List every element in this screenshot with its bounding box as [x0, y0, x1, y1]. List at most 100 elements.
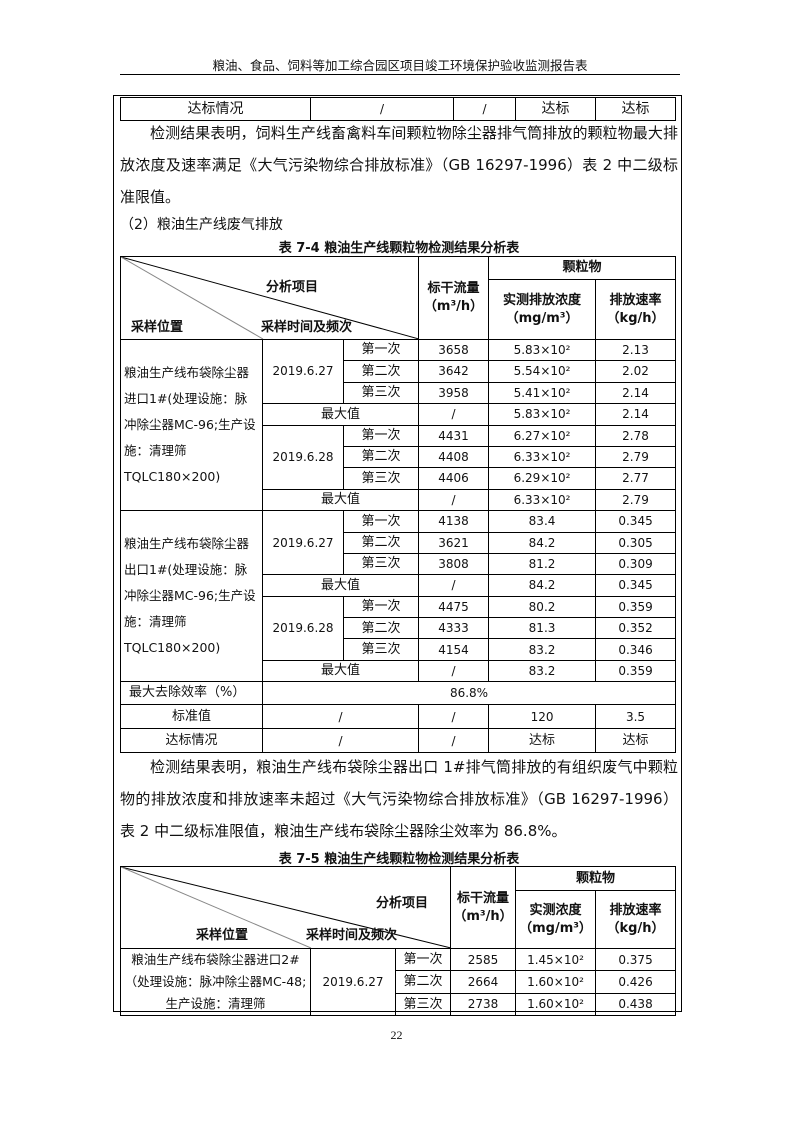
cell: 0.346 [595, 638, 677, 661]
table-row: 最大值/84.2 0.345 [121, 574, 677, 597]
cell: 5.83×10² [488, 403, 597, 426]
header-cell: 实测浓度 （mg/m³） [515, 890, 597, 949]
header-text: （m³/h） [453, 908, 513, 924]
header-cell: 颗粒物 [488, 255, 677, 281]
sampling-date: 2019.6.28 [262, 424, 344, 490]
sampling-date: 2019.6.27 [262, 338, 344, 405]
cell: 4475 [418, 595, 490, 619]
cell: / [261, 704, 420, 730]
cell: 0.426 [595, 970, 677, 994]
max-label: 最大值 [261, 659, 420, 683]
cell: 2738 [450, 992, 517, 1017]
cell: 6.33×10² [488, 445, 597, 469]
previous-table-tail: 达标情况 / / 达标 达标 [120, 97, 676, 121]
table-row: 粮油生产线布袋除尘器进口2#（处理设施：脉冲除尘器MC-48;生产设施：清理筛 2… [120, 947, 677, 1016]
header-text: 排放速率 [609, 903, 662, 919]
cell: 3958 [418, 381, 490, 405]
cell: 4154 [418, 638, 490, 661]
cell: / [418, 488, 490, 512]
cell: 第二次 [342, 445, 420, 469]
cell: / [310, 97, 454, 121]
header-text: 分析项目 [266, 280, 319, 295]
header-text: （kg/h） [606, 920, 665, 936]
cell: 3658 [418, 338, 490, 362]
table-row: 实测排放浓度 （mg/m³） 排放速率 （kg/h） [121, 279, 677, 340]
header-text: 采样位置 [131, 320, 184, 335]
max-label: 最大值 [261, 488, 420, 512]
cell: 2.02 [595, 360, 677, 383]
sampling-location: 粮油生产线布袋除尘器进口2#（处理设施：脉冲除尘器MC-48;生产设施：清理筛 [120, 948, 311, 1016]
table-row: 最大值/5.83×10² 2.14 [121, 403, 677, 426]
cell: / [418, 659, 490, 683]
cell: 2664 [450, 970, 517, 994]
cell: 2.79 [595, 488, 677, 512]
cell: 5.41×10² [488, 381, 597, 405]
header-cell: 实测排放浓度 （mg/m³） [488, 279, 597, 340]
cell: 5.83×10² [488, 338, 597, 362]
table-row: 最大去除效率（%） 86.8% [120, 681, 677, 706]
cell: 3.5 [595, 704, 677, 730]
cell: / [261, 728, 420, 754]
cell: 0.352 [595, 617, 677, 640]
sampling-location: 粮油生产线布袋除尘器进口1#(处理设施：脉冲除尘器MC-96;生产设施：清理筛T… [120, 338, 263, 512]
table-title: 表 7-4 粮油生产线颗粒物检测结果分析表 [278, 241, 520, 256]
cell: / [418, 728, 490, 754]
cell: 达标 [515, 97, 596, 121]
table-row: 粮油生产线布袋除尘器出口1#(处理设施：脉冲除尘器MC-96;生产设施：清理筛T… [120, 510, 677, 683]
header-text: 实测浓度 [529, 903, 582, 919]
cell: / [418, 574, 490, 597]
cell: 达标 [595, 97, 676, 121]
header-text: （m³/h） [423, 299, 484, 314]
table-row: 粮油生产线布袋除尘器进口1#(处理设施：脉冲除尘器MC-96;生产设施：清理筛T… [120, 338, 677, 512]
cell: 第三次 [342, 638, 420, 661]
cell: 第二次 [394, 970, 452, 994]
table-7-5: 分析项目 采样位置 采样时间及频次 标干流量 （m³/h） 颗粒物 实测浓度 （mg/m³）排… [119, 865, 677, 1017]
cell: 81.3 [488, 617, 597, 640]
diagonal-lines [121, 867, 450, 948]
cell: 4431 [418, 424, 490, 447]
cell: 86.8% [261, 681, 677, 706]
table-row: 2019.6.28 第一次 4431 6.27×10² 2.78 [121, 424, 677, 490]
max-label: 最大值 [261, 403, 420, 426]
cell: 4333 [418, 617, 490, 640]
cell: 4408 [418, 445, 490, 469]
sampling-date: 2019.6.28 [262, 595, 344, 661]
section-heading: （2）粮油生产线废气排放 [120, 217, 283, 233]
table-row: 第二次 4408 6.33×10² 2.79 [121, 445, 677, 469]
cell: 1.45×10² [515, 947, 597, 972]
table-row: 达标情况 / / 达标 达标 [120, 728, 677, 754]
cell: 2585 [450, 947, 517, 972]
cell: 第二次 [342, 360, 420, 383]
table-row: 第三次 4154 83.2 0.346 [121, 638, 677, 661]
cell: 83.4 [488, 510, 597, 533]
paragraph: 检测结果表明，饲料生产线畜禽料车间颗粒物除尘器排气筒排放的颗粒物最大排放浓度及速… [120, 124, 678, 206]
cell: 2.77 [595, 467, 677, 490]
cell: 0.359 [595, 595, 677, 619]
header-cell: 标干流量 （m³/h） [418, 256, 490, 340]
table-row: 达标情况 / / 达标 达标 [120, 97, 676, 121]
table-row: 第三次 2738 1.60×10² 0.438 [121, 992, 677, 1017]
cell: 0.438 [595, 992, 677, 1017]
table-row: 第二次 4333 81.3 0.352 [121, 617, 677, 640]
header-cell: 排放速率 （kg/h） [595, 890, 677, 949]
max-label: 最大值 [261, 574, 420, 597]
table-row: 标准值 //120 3.5 [120, 704, 677, 730]
cell: 第二次 [342, 531, 420, 554]
cell: 第一次 [342, 510, 420, 533]
header-text: 排放速率 [609, 293, 662, 309]
header-cell: 标干流量 （m³/h） [450, 866, 517, 949]
header-text: （mg/m³） [505, 310, 579, 326]
cell: 0.305 [595, 531, 677, 554]
cell: 2.13 [595, 338, 677, 362]
header-cell: 颗粒物 [515, 865, 677, 892]
table-row: 分析项目 采样位置 采样时间及频次 标干流量 （m³/h） 颗粒物 [119, 865, 677, 949]
cell: 1.60×10² [515, 992, 597, 1017]
running-header: 粮油、食品、饲料等加工综合园区项目竣工环境保护验收监测报告表 [212, 58, 588, 73]
cell: 第三次 [342, 467, 420, 490]
cell: 最大去除效率（%） [120, 681, 263, 706]
cell: 81.2 [488, 552, 597, 576]
cell: 第一次 [394, 947, 452, 972]
paragraph: 检测结果表明，粮油生产线布袋除尘器出口 1#排气筒排放的有组织废气中颗粒物的排放… [120, 758, 678, 840]
header-text: 采样时间及频次 [306, 928, 398, 943]
